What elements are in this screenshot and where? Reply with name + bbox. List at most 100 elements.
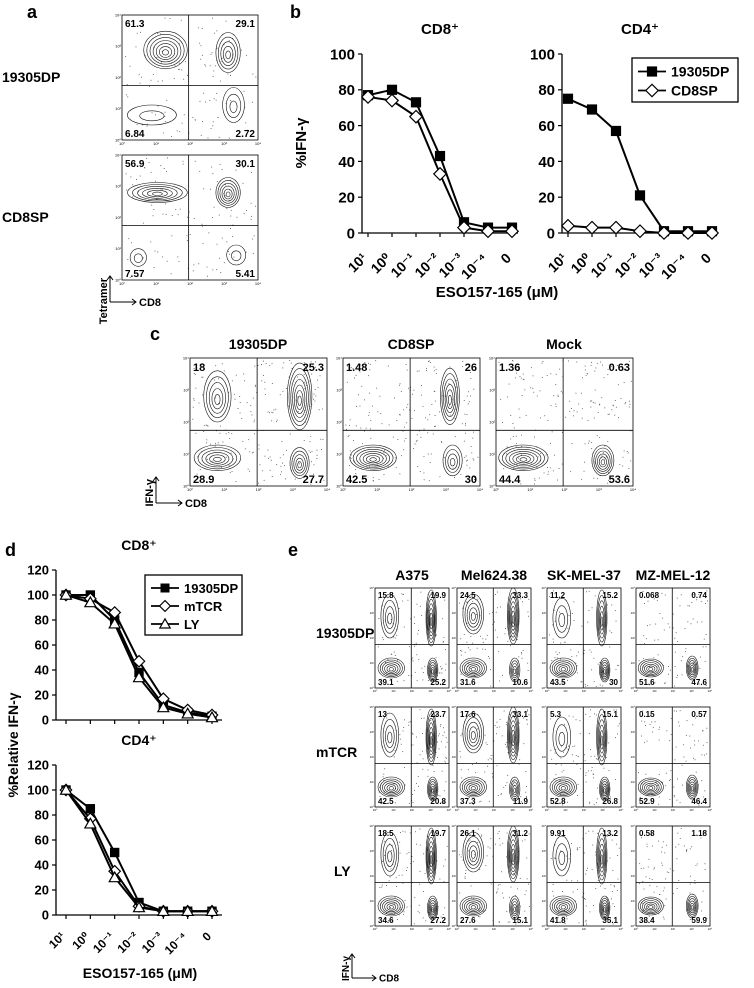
event-dot [446,741,448,743]
event-dot [416,434,418,436]
contour-line [511,848,516,866]
event-dot [255,384,256,386]
event-dot [394,913,395,915]
event-dot [442,735,444,737]
event-dot [649,624,651,626]
event-dot [686,720,688,721]
x-tick-label: 10¹ [473,689,477,693]
contour-line [430,666,435,676]
event-dot [246,54,247,56]
event-dot [700,601,702,603]
event-dot [151,112,153,114]
event-dot [571,613,573,614]
event-dot [310,435,312,437]
event-dot [673,795,675,796]
event-dot [215,365,217,367]
event-dot [694,882,696,884]
event-dot [195,119,196,121]
event-dot [404,719,405,721]
contour-line [222,87,245,123]
event-dot [228,464,230,466]
event-dot [182,163,184,165]
x-tick-label: 10¹ [153,141,159,146]
plot-frame [374,587,450,689]
event-dot [417,910,419,912]
event-dot [639,796,641,798]
contour-line [427,598,436,640]
event-dot [276,421,277,423]
event-dot [528,598,530,600]
event-dot [571,843,572,844]
event-dot [470,378,472,379]
event-dot [488,656,489,657]
event-dot [591,448,593,449]
event-dot [181,69,183,71]
event-dot [601,677,603,679]
y-tick-label: 10² [489,419,495,424]
event-dot [251,414,253,416]
event-dot [576,411,578,413]
event-dot [676,888,678,889]
event-dot [414,410,415,412]
event-dot [590,749,591,751]
event-dot [440,725,441,727]
event-dot [229,189,231,191]
event-dot [289,360,291,361]
event-dot [282,462,283,464]
event-dot [254,365,256,367]
event-dot [164,17,166,19]
event-dot [500,398,502,400]
event-dot [416,603,418,605]
event-dot [585,905,587,907]
data-point [158,599,172,613]
event-dot [205,65,207,67]
event-dot [162,132,164,134]
event-dot [445,756,447,758]
contour-line [509,720,517,754]
event-dot [303,362,305,364]
event-dot [225,433,227,435]
event-dot [214,32,215,34]
x-tick-label: 10¹ [391,689,395,693]
event-dot [445,649,446,651]
event-dot [557,479,558,481]
event-dot [428,361,429,362]
event-dot [225,456,227,458]
contour-line [382,599,397,634]
event-dot [412,744,414,746]
event-dot [429,414,431,416]
event-dot [596,863,598,865]
event-dot [205,424,207,426]
event-dot [620,398,622,399]
event-dot [178,261,180,263]
event-dot [246,402,248,404]
contour-line [598,724,605,754]
plot-frame [546,587,622,689]
x-tick-label: 10⁴ [619,689,624,693]
event-dot [651,800,652,802]
event-dot [467,791,469,793]
contour-line [468,784,478,792]
contour-line [459,776,487,798]
quadrant-ul-value: 26.1 [460,829,476,838]
event-dot [136,124,138,126]
event-dot [587,867,588,869]
y-tick-label: 60 [35,638,49,653]
event-dot [472,642,474,644]
contour-line [388,667,394,672]
event-dot [561,598,563,600]
event-dot [568,715,570,717]
event-dot [153,209,155,210]
contour-line [511,729,516,747]
contour-line [430,736,433,745]
event-dot [418,630,419,631]
event-dot [655,781,657,783]
event-dot [125,173,127,175]
event-dot [220,80,221,82]
event-dot [439,672,441,674]
x-tick-label: 10¹ [563,927,567,931]
event-dot [223,370,225,372]
event-dot [676,710,677,712]
contour-line [509,601,517,635]
event-dot [208,232,210,234]
